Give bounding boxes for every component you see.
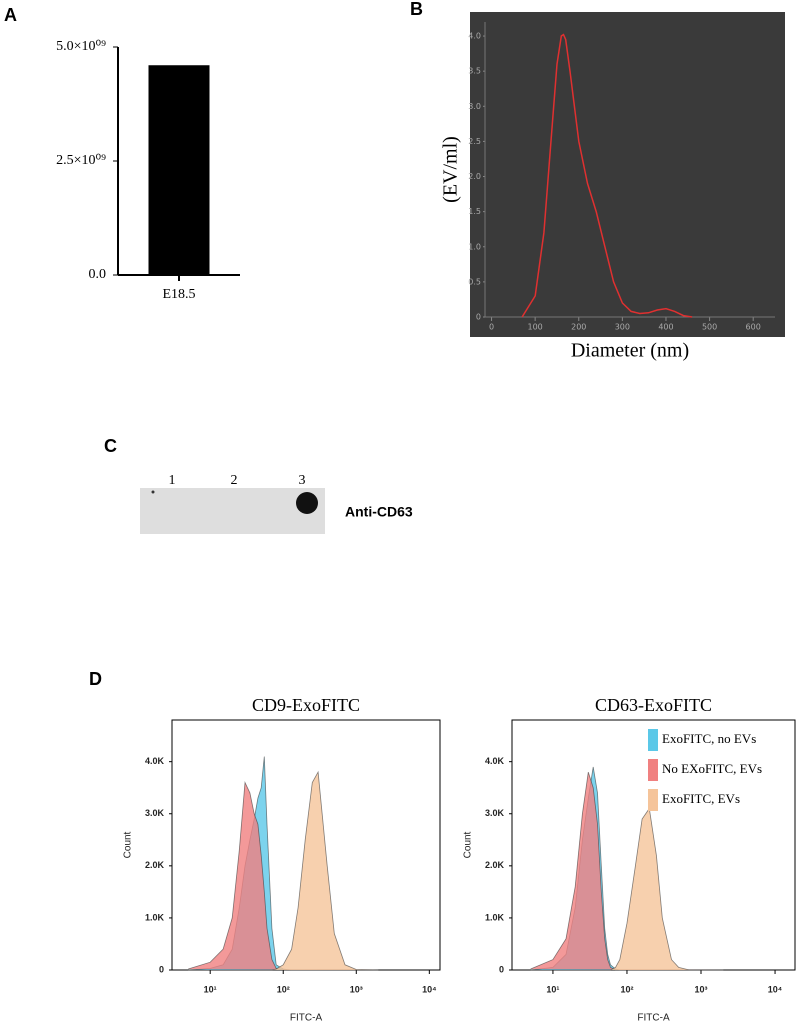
y-tick-label: 2.0K: [145, 860, 165, 870]
x-tick-label: 100: [528, 323, 543, 332]
y-axis-label: Count: [123, 831, 134, 858]
y-tick-label: 2.0K: [485, 860, 505, 870]
x-tick-label: 10⁴: [422, 984, 436, 994]
antibody-label: Anti-CD63: [345, 504, 413, 520]
y-tick-label: 1.0: [468, 242, 481, 251]
chart-title: CD63-ExoFITC: [595, 695, 712, 715]
legend-swatch: [648, 759, 658, 781]
x-axis-label: FITC-A: [290, 1013, 323, 1024]
x-tick-label: 10¹: [204, 984, 217, 994]
x-tick-label: 600: [746, 323, 761, 332]
y-tick-label: 1.5: [468, 207, 481, 216]
legend-label: ExoFITC, no EVs: [662, 731, 756, 746]
lane-label: 3: [299, 473, 306, 488]
blot-speck: [151, 490, 155, 494]
x-axis-label: FITC-A: [637, 1013, 670, 1024]
y-tick-label: 3.5: [468, 67, 481, 76]
y-tick-label: 4.0K: [485, 756, 505, 766]
y-tick-label: 2.0: [468, 172, 481, 181]
x-axis-label: Diameter (nm): [571, 340, 689, 362]
y-tick-label: 5.0×10⁰⁹: [56, 39, 106, 54]
legend-swatch: [648, 789, 658, 811]
y-tick-label: 3.0: [468, 102, 481, 111]
plot-background: [470, 12, 785, 337]
bar: [148, 65, 210, 276]
area: [188, 756, 379, 971]
y-tick-label: 0.0: [89, 267, 107, 282]
x-tick-label: 10¹: [546, 984, 559, 994]
x-tick-label: E18.5: [162, 287, 195, 302]
y-tick-label: 4.0K: [145, 756, 165, 766]
panel-letter: D: [89, 669, 102, 689]
y-tick-label: 1.0K: [145, 912, 165, 922]
y-tick-label: 3.0K: [145, 808, 165, 818]
x-tick-label: 10⁴: [768, 984, 782, 994]
x-tick-label: 0: [489, 323, 494, 332]
area: [188, 770, 379, 971]
x-tick-label: 10³: [350, 984, 363, 994]
panel-letter: A: [4, 5, 17, 25]
line: [521, 33, 693, 318]
lane-label: 1: [169, 473, 176, 488]
panel-letter: C: [104, 436, 117, 456]
x-tick-label: 200: [571, 323, 586, 332]
legend-label: ExoFITC, EVs: [662, 791, 740, 806]
area: [188, 780, 379, 971]
y-tick-label: 4.0: [468, 32, 481, 41]
y-tick-label: 3.0K: [485, 808, 505, 818]
y-axis-label: (EV/ml): [440, 136, 462, 203]
y-tick-label: 1.0K: [485, 912, 505, 922]
area: [530, 807, 724, 971]
x-tick-label: 300: [615, 323, 630, 332]
legend-label: No EXoFITC, EVs: [662, 761, 762, 776]
x-tick-label: 10²: [277, 984, 290, 994]
y-tick-label: 2.5×10⁰⁹: [56, 153, 106, 168]
y-tick-label: 0: [159, 964, 164, 974]
blot-membrane: [140, 488, 325, 534]
legend-swatch: [648, 729, 658, 751]
y-tick-label: 0: [476, 313, 481, 322]
y-axis-label: Count: [463, 831, 474, 858]
y-tick-label: 0.5: [468, 277, 481, 286]
chart-title: CD9-ExoFITC: [252, 695, 360, 715]
y-tick-label: 0: [499, 964, 504, 974]
panel-letter: B: [410, 0, 423, 19]
lane-label: 2: [231, 473, 238, 488]
x-tick-label: 10²: [620, 984, 633, 994]
x-tick-label: 500: [702, 323, 717, 332]
blot-spot: [296, 492, 318, 514]
x-tick-label: 10³: [694, 984, 707, 994]
x-tick-label: 400: [658, 323, 673, 332]
y-tick-label: 2.5: [468, 137, 481, 146]
